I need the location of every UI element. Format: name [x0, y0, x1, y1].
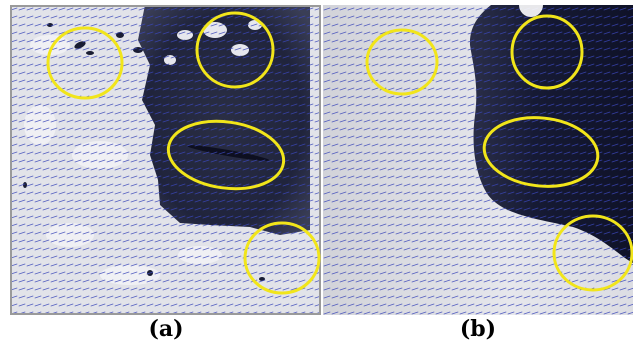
panel-b-highlight-ellipses: [365, 14, 633, 292]
panel-a-caption: (a): [148, 316, 184, 342]
ellipse-b1: [365, 28, 439, 96]
ellipse-b2: [510, 14, 584, 90]
panel-a-frame: [10, 5, 321, 315]
ellipse-b4: [552, 214, 633, 292]
ellipse-b3: [482, 116, 600, 188]
ellipse-a2: [195, 11, 275, 89]
panel-b-image: [323, 5, 633, 315]
ellipse-a3: [166, 119, 286, 191]
panel-b-top-glare: [519, 5, 543, 17]
panel-a-image: [10, 5, 321, 315]
panel-a-highlight-ellipses: [46, 11, 321, 295]
panel-a-vector-field: [10, 5, 321, 315]
panel-b-caption: (b): [459, 316, 497, 342]
ellipse-a1: [46, 26, 124, 100]
ellipse-a4: [243, 221, 321, 295]
